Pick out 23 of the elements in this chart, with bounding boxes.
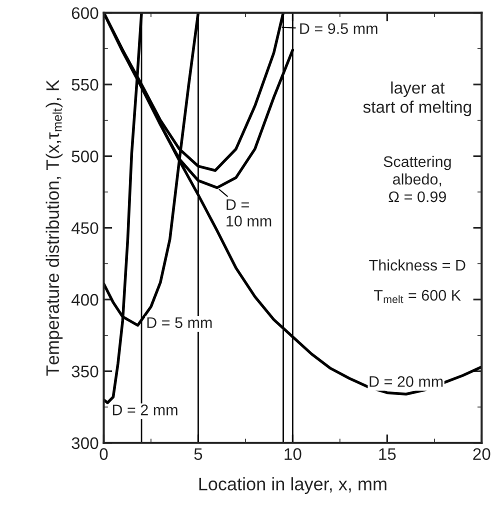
annotation: T$_{melt}$ = 600 K	[374, 290, 461, 304]
x-axis-title: Location in layer, x, mm	[199, 477, 386, 494]
x-tick-label: 0	[100, 448, 108, 460]
annotation: Scattering albedo, Ω = 0.99	[384, 156, 451, 202]
x-tick-label: 10	[284, 448, 302, 460]
y-tick-label: 600	[72, 7, 98, 20]
y-tick-label: 400	[71, 294, 98, 306]
y-tick-label: 350	[72, 366, 98, 378]
y-tick-label: 500	[72, 150, 98, 162]
y-tick-label: 450	[71, 222, 98, 234]
annotation: layer at start of melting	[363, 81, 471, 116]
annotation: D = 20 mm	[370, 376, 443, 387]
y-axis-title: Temperature distribution, T(x,τ$_{melt}$), K	[46, 80, 63, 376]
x-tick-label: 5	[194, 448, 202, 460]
annotation: Thickness = D	[369, 259, 466, 271]
annotation: D = 2 mm	[112, 404, 178, 416]
y-tick-label: 300	[72, 437, 98, 450]
annotation: D = 5 mm	[147, 317, 212, 328]
y-tick-label: 550	[72, 78, 98, 91]
x-tick-label: 20	[473, 448, 490, 460]
annotation: D = 10 mm	[226, 199, 272, 226]
annotation: D = 9.5 mm	[300, 23, 378, 34]
x-tick-label: 15	[379, 448, 396, 460]
